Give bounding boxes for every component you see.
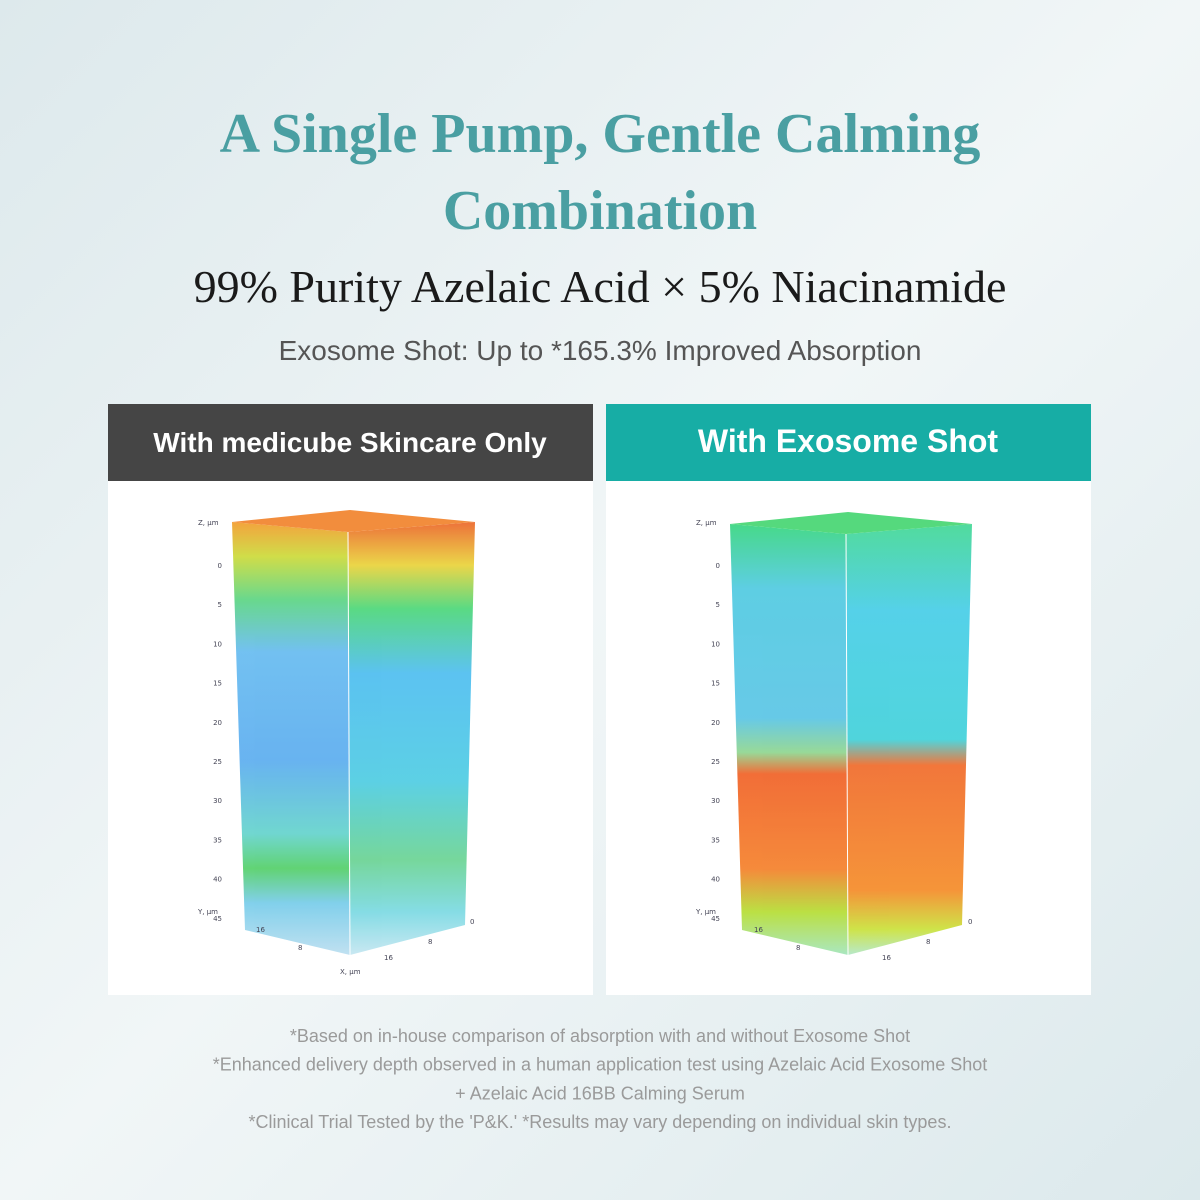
footnote: + Azelaic Acid 16BB Calming Serum: [455, 1083, 745, 1103]
axis-label: Z, μm: [696, 519, 717, 527]
footnote: *Clinical Trial Tested by the 'P&K.' *Re…: [249, 1112, 952, 1132]
axis-tick: 25: [711, 758, 720, 766]
axis-tick: 0: [716, 562, 720, 570]
axis-tick: 8: [298, 944, 302, 952]
axis-tick: 5: [218, 601, 222, 609]
axis-tick: 45: [711, 915, 720, 923]
axis-tick: 16: [754, 926, 763, 934]
tagline: Exosome Shot: Up to *165.3% Improved Abs…: [279, 335, 922, 366]
axis-label: X, μm: [340, 968, 361, 976]
axis-tick: 20: [711, 719, 720, 727]
axis-tick: 35: [711, 836, 720, 844]
axis-tick: 16: [384, 954, 393, 962]
axis-tick: 5: [716, 601, 720, 609]
axis-tick: 16: [882, 954, 891, 962]
axis-tick: 15: [711, 680, 720, 688]
axis-tick: 8: [428, 938, 432, 946]
panel-header: [606, 404, 1091, 481]
axis-tick: 0: [218, 562, 222, 570]
panel-label: With Exosome Shot: [698, 423, 999, 459]
axis-tick: 25: [213, 758, 222, 766]
title: A Single Pump, Gentle Calming: [220, 103, 981, 165]
panel-label: With medicube Skincare Only: [153, 427, 547, 458]
heatmap-box: [730, 512, 972, 956]
axis-tick: 35: [213, 836, 222, 844]
title: Combination: [443, 180, 757, 242]
axis-tick: 30: [213, 797, 222, 805]
axis-tick: 40: [711, 876, 720, 884]
axis-label: Y, μm: [197, 908, 218, 916]
axis-tick: 0: [968, 918, 972, 926]
axis-label: Y, μm: [695, 908, 716, 916]
axis-label: Z, μm: [198, 519, 219, 527]
footnote: *Enhanced delivery depth observed in a h…: [213, 1055, 987, 1075]
heatmap-box: [232, 510, 475, 956]
axis-tick: 40: [213, 876, 222, 884]
axis-tick: 10: [213, 640, 222, 648]
axis-tick: 10: [711, 640, 720, 648]
axis-tick: 0: [470, 918, 474, 926]
axis-tick: 8: [796, 944, 800, 952]
panel-header: [108, 404, 593, 481]
axis-tick: 8: [926, 938, 930, 946]
axis-tick: 15: [213, 680, 222, 688]
footnote: *Based on in-house comparison of absorpt…: [290, 1026, 910, 1046]
axis-tick: 45: [213, 915, 222, 923]
axis-tick: 16: [256, 926, 265, 934]
axis-tick: 30: [711, 797, 720, 805]
subtitle: 99% Purity Azelaic Acid × 5% Niacinamide: [194, 261, 1007, 312]
axis-tick: 20: [213, 719, 222, 727]
